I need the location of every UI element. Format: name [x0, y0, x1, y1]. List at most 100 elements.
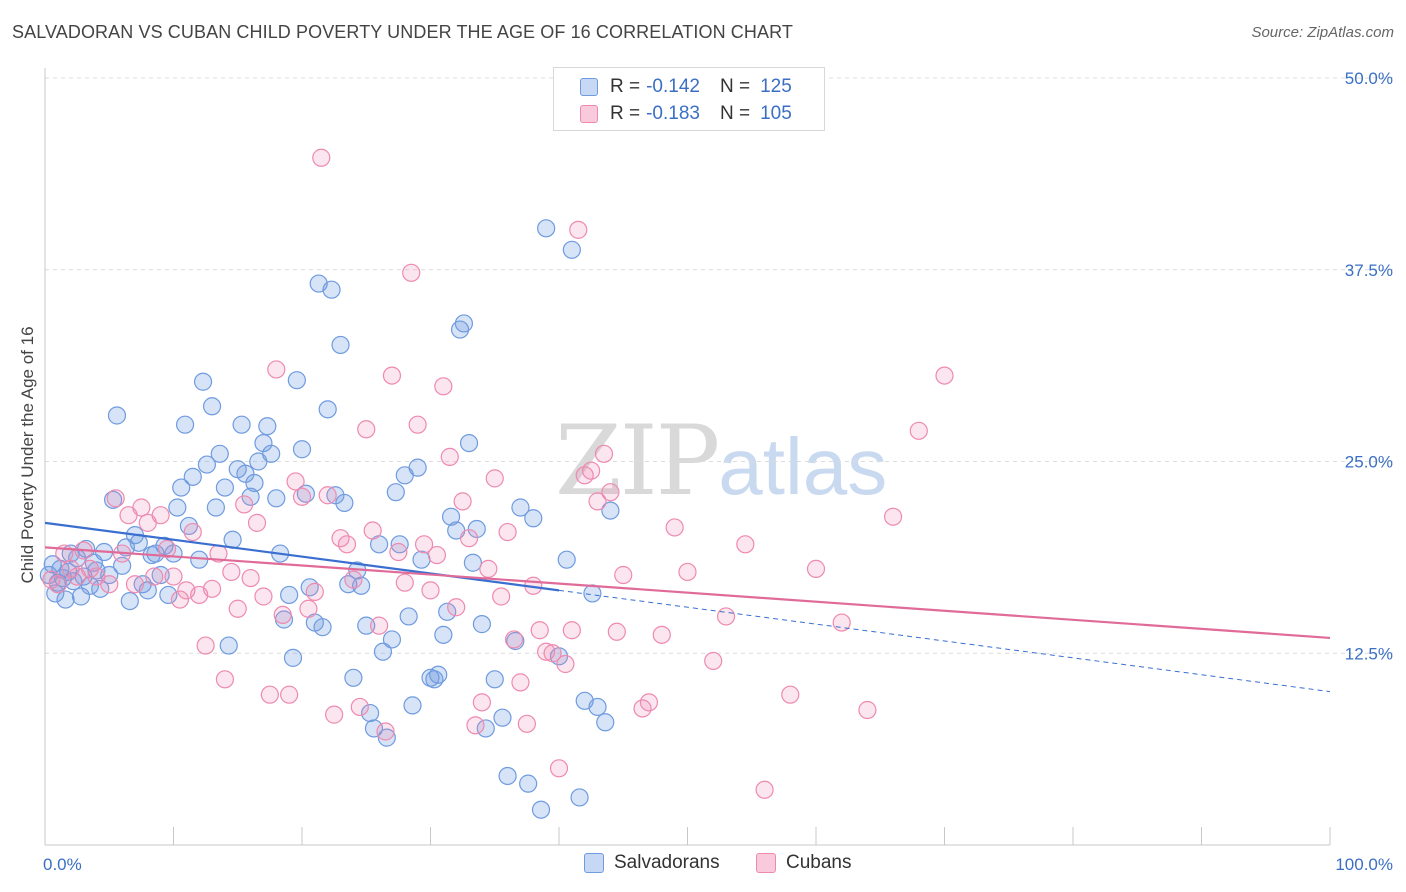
- cuban-point: [614, 565, 633, 585]
- salvadoran-point: [267, 489, 286, 508]
- cuban-point: [42, 570, 61, 589]
- salvadoran-point: [459, 433, 479, 453]
- cuban-point: [736, 535, 755, 554]
- cuban-point: [935, 366, 954, 385]
- salvadoran-point: [493, 708, 512, 727]
- salvadoran-point: [601, 501, 620, 520]
- series-legend: Salvadorans Cubans: [0, 852, 1406, 878]
- salvadoran-point: [570, 788, 589, 807]
- y-tick-label: 12.5%: [1345, 644, 1393, 663]
- legend-r-label: R =: [610, 76, 641, 97]
- salvadoran-point: [519, 774, 538, 793]
- salvadoran-point: [335, 493, 354, 513]
- cuban-point: [504, 630, 524, 649]
- cuban-point: [883, 507, 903, 526]
- cuban-point: [447, 598, 466, 617]
- salvadoran-point: [531, 800, 551, 819]
- cuban-point: [299, 599, 318, 618]
- salvadoran-point: [283, 648, 303, 667]
- salvadoran-point: [361, 703, 380, 723]
- cuban-point: [48, 575, 67, 594]
- cuban-point: [652, 625, 671, 644]
- salvadoran-point: [331, 335, 350, 355]
- salvadoran-point: [318, 400, 337, 419]
- cuban-point: [530, 621, 549, 640]
- trend-lines: [44, 521, 1331, 693]
- salvadoran-point: [322, 280, 341, 299]
- axes: [44, 68, 1331, 846]
- cuban-point: [292, 487, 312, 506]
- cuban-point: [145, 567, 164, 586]
- cuban-point: [241, 568, 260, 588]
- salvadoran-point: [382, 630, 402, 649]
- salvadoran-point: [197, 455, 217, 474]
- cuban-point: [472, 693, 491, 712]
- salvadoran-point: [562, 240, 581, 259]
- cuban-point: [582, 461, 601, 480]
- legend-n-value: 105: [760, 103, 792, 124]
- salvadoran-point: [467, 519, 486, 539]
- cuban-point: [344, 570, 363, 589]
- cuban-point: [781, 685, 800, 704]
- cuban-point: [260, 685, 279, 704]
- salvadoran-point: [202, 397, 222, 416]
- cuban-point: [312, 148, 331, 167]
- salvadoran-point: [373, 642, 393, 661]
- salvadoran-point: [498, 766, 517, 786]
- legend-item-cubans: Cubans: [756, 852, 852, 874]
- cuban-point: [549, 759, 569, 778]
- salvadorans-points: [39, 219, 620, 819]
- legend-swatch-cubans: [580, 105, 598, 123]
- legend-r-value: -0.183: [646, 103, 700, 124]
- salvadoran-point: [168, 498, 187, 517]
- legend-item-salvadorans: Salvadorans: [584, 852, 720, 874]
- legend-swatch-salvadorans: [580, 78, 598, 96]
- salvadoran-point: [206, 498, 226, 517]
- salvadoran-point: [476, 719, 495, 738]
- cuban-point: [556, 654, 575, 674]
- cuban-point: [100, 575, 119, 594]
- cuban-point: [235, 495, 254, 514]
- cubans-points: [42, 148, 954, 799]
- cuban-point: [543, 644, 562, 663]
- salvadoran-point: [596, 713, 615, 732]
- salvadorans-trend-line: [44, 521, 560, 592]
- salvadoran-point: [557, 550, 576, 569]
- salvadoran-point: [403, 696, 422, 715]
- salvadoran-point: [172, 478, 191, 497]
- cuban-point: [755, 780, 774, 799]
- cuban-point: [222, 562, 241, 582]
- cuban-point: [858, 700, 877, 720]
- cuban-point: [459, 529, 479, 548]
- cuban-point: [421, 581, 440, 600]
- cuban-point: [607, 622, 626, 641]
- cuban-point: [267, 360, 286, 379]
- cuban-point: [370, 616, 389, 635]
- cuban-point: [453, 492, 472, 511]
- salvadoran-point: [193, 372, 213, 391]
- cuban-point: [601, 483, 620, 502]
- cuban-point: [909, 421, 928, 440]
- source-label: Source: ZipAtlas.com: [1251, 24, 1394, 41]
- legend-row-salvadorans: R = -0.142 N = 125: [580, 75, 792, 99]
- cuban-point: [170, 590, 190, 609]
- chart-title: SALVADORAN VS CUBAN CHILD POVERTY UNDER …: [12, 22, 793, 42]
- correlation-legend: R = -0.142 N = 125 R = -0.183 N = 105: [553, 67, 825, 131]
- cuban-point: [157, 539, 177, 559]
- salvadoran-point: [107, 406, 127, 425]
- cuban-point: [440, 447, 459, 466]
- salvadoran-point: [159, 585, 178, 605]
- cuban-point: [511, 673, 530, 692]
- cuban-point: [492, 587, 511, 606]
- cubans-trend-line: [44, 546, 1331, 640]
- salvadoran-point: [390, 535, 409, 554]
- legend-label-cubans: Cubans: [786, 852, 852, 873]
- cuban-point: [427, 545, 447, 565]
- salvadoran-point: [258, 417, 277, 436]
- salvadoran-point: [438, 602, 457, 621]
- cuban-point: [517, 714, 536, 733]
- y-tick-label: 25.0%: [1345, 453, 1393, 472]
- cuban-point: [389, 542, 408, 562]
- cuban-point: [125, 575, 145, 594]
